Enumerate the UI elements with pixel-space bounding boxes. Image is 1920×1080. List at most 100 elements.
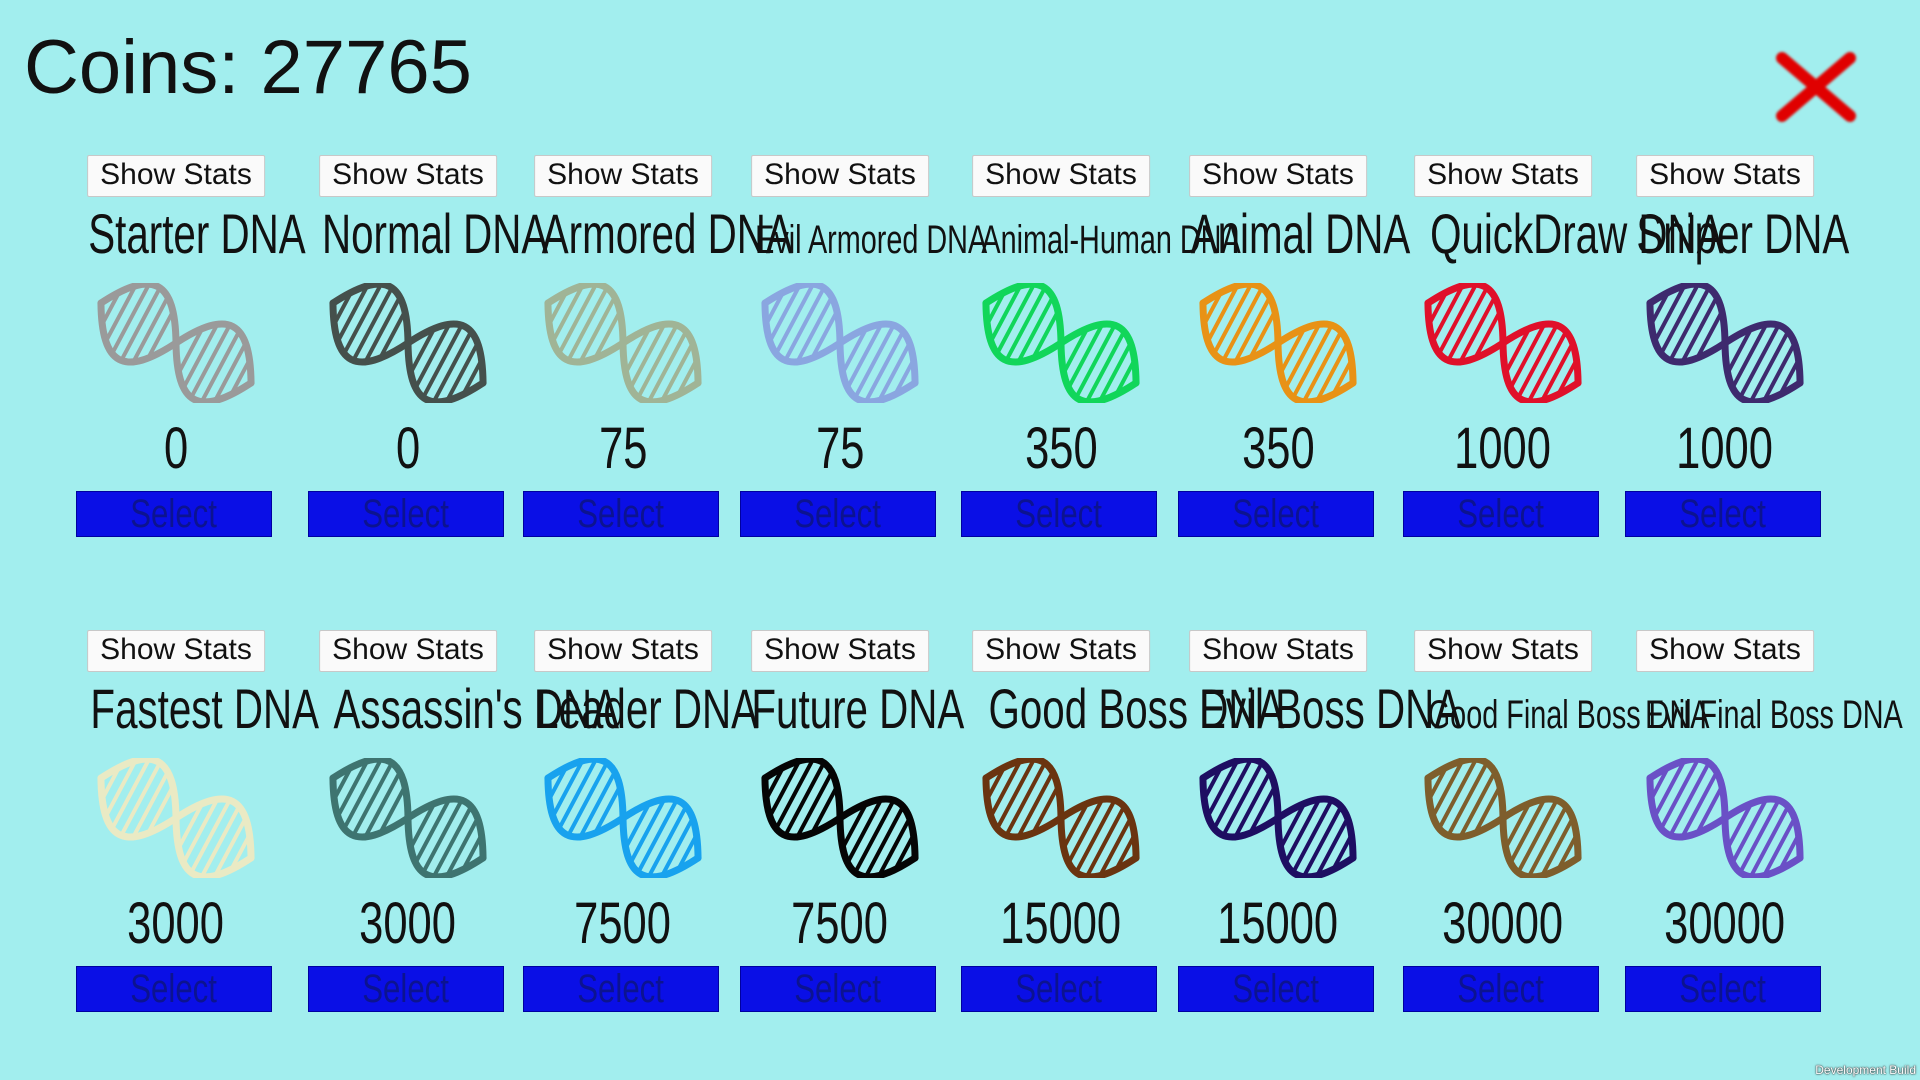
dna-price: 350 — [1178, 417, 1378, 481]
dna-price-value: 7500 — [791, 891, 889, 956]
dna-name-text: Animal DNA — [1190, 202, 1411, 265]
dna-price-value: 30000 — [1664, 891, 1786, 956]
dna-name: Animal-Human DNA — [931, 199, 1240, 269]
select-button[interactable]: Select — [1178, 966, 1374, 1012]
show-stats-button[interactable]: Show Stats — [1189, 155, 1367, 197]
show-stats-button[interactable]: Show Stats — [87, 630, 265, 672]
dna-helix-icon — [1199, 758, 1357, 878]
dna-name-text: Assassin's DNA — [333, 677, 620, 740]
close-button[interactable] — [1776, 50, 1856, 124]
select-button[interactable]: Select — [740, 966, 936, 1012]
close-icon — [1776, 52, 1856, 122]
dna-card: Show Stats Good Boss DNA 15000 Select — [961, 630, 1284, 1030]
dna-name: Leader DNA — [493, 674, 758, 744]
select-button-label: Select — [1232, 492, 1320, 536]
dna-price: 1000 — [1403, 417, 1603, 481]
select-button[interactable]: Select — [1625, 966, 1821, 1012]
dna-name-text: Evil Armored DNA — [755, 218, 988, 262]
show-stats-button[interactable]: Show Stats — [1414, 155, 1592, 197]
show-stats-button[interactable]: Show Stats — [1636, 630, 1814, 672]
select-button[interactable]: Select — [1403, 966, 1599, 1012]
select-button-label: Select — [362, 492, 450, 536]
show-stats-button[interactable]: Show Stats — [1636, 155, 1814, 197]
dna-price-value: 350 — [1024, 416, 1098, 481]
dna-card: Show Stats Evil Boss DNA 15000 Select — [1178, 630, 1461, 1030]
dna-card: Show Stats Good Final Boss DNA 30000 Select — [1403, 630, 1710, 1030]
select-button-label: Select — [794, 967, 882, 1011]
select-button-label: Select — [794, 492, 882, 536]
dna-price: 75 — [523, 417, 723, 481]
show-stats-button[interactable]: Show Stats — [972, 630, 1150, 672]
dna-price-value: 1000 — [1676, 416, 1774, 481]
show-stats-button[interactable]: Show Stats — [1189, 630, 1367, 672]
select-button[interactable]: Select — [76, 491, 272, 537]
dna-name: Animal DNA — [1148, 199, 1411, 269]
dna-helix-icon — [1424, 283, 1582, 403]
select-button-label: Select — [1457, 492, 1545, 536]
dna-name-text: Leader DNA — [536, 677, 759, 740]
dna-price: 0 — [76, 417, 276, 481]
dna-helix-icon — [1646, 283, 1804, 403]
dna-name-text: Good Final Boss DNA — [1427, 693, 1710, 737]
show-stats-button[interactable]: Show Stats — [751, 630, 929, 672]
show-stats-button[interactable]: Show Stats — [1414, 630, 1592, 672]
dna-price: 350 — [961, 417, 1161, 481]
dna-card: Show Stats Future DNA 7500 Select — [740, 630, 964, 1030]
dna-name: Normal DNA — [278, 199, 548, 269]
dna-name: Starter DNA — [46, 199, 306, 269]
dna-helix-icon — [97, 283, 255, 403]
select-button-label: Select — [1015, 967, 1103, 1011]
select-button[interactable]: Select — [76, 966, 272, 1012]
dna-name: Sniper DNA — [1595, 199, 1855, 269]
show-stats-button[interactable]: Show Stats — [87, 155, 265, 197]
dna-helix-icon — [982, 283, 1140, 403]
dna-card: Show Stats Starter DNA 0 Select — [76, 155, 306, 555]
dna-price-value: 75 — [598, 416, 648, 481]
dna-name-text: Starter DNA — [88, 202, 306, 265]
dna-price-value: 7500 — [574, 891, 672, 956]
select-button[interactable]: Select — [740, 491, 936, 537]
show-stats-button[interactable]: Show Stats — [751, 155, 929, 197]
dna-price: 0 — [308, 417, 508, 481]
select-button-label: Select — [130, 967, 218, 1011]
dna-name: Evil Boss DNA — [1148, 674, 1461, 744]
dna-name: QuickDraw DNA — [1373, 199, 1723, 269]
dna-price: 3000 — [76, 892, 276, 956]
select-button[interactable]: Select — [961, 491, 1157, 537]
coins-counter: Coins: 27765 — [24, 25, 472, 110]
select-button[interactable]: Select — [523, 491, 719, 537]
select-button-label: Select — [577, 492, 665, 536]
dna-price-value: 1000 — [1454, 416, 1552, 481]
dna-price: 15000 — [1178, 892, 1378, 956]
dna-helix-icon — [982, 758, 1140, 878]
dna-price-value: 0 — [163, 416, 189, 481]
select-button[interactable]: Select — [308, 966, 504, 1012]
select-button[interactable]: Select — [523, 966, 719, 1012]
dna-price-value: 15000 — [1000, 891, 1122, 956]
dna-helix-icon — [1199, 283, 1357, 403]
dna-price: 3000 — [308, 892, 508, 956]
show-stats-button[interactable]: Show Stats — [972, 155, 1150, 197]
select-button-label: Select — [1679, 492, 1767, 536]
show-stats-button[interactable]: Show Stats — [534, 155, 712, 197]
select-button-label: Select — [362, 967, 450, 1011]
select-button[interactable]: Select — [1403, 491, 1599, 537]
dna-price-value: 350 — [1241, 416, 1315, 481]
show-stats-button[interactable]: Show Stats — [319, 630, 497, 672]
dna-card: Show Stats Evil Final Boss DNA 30000 Select — [1625, 630, 1903, 1030]
select-button[interactable]: Select — [961, 966, 1157, 1012]
dna-card: Show Stats Assassin's DNA 3000 Select — [308, 630, 619, 1030]
select-button[interactable]: Select — [1625, 491, 1821, 537]
select-button[interactable]: Select — [1178, 491, 1374, 537]
dna-price-value: 3000 — [359, 891, 457, 956]
dna-price: 1000 — [1625, 417, 1825, 481]
dna-name: Future DNA — [710, 674, 970, 744]
show-stats-button[interactable]: Show Stats — [319, 155, 497, 197]
dna-helix-icon — [1424, 758, 1582, 878]
select-button-label: Select — [1679, 967, 1767, 1011]
show-stats-button[interactable]: Show Stats — [534, 630, 712, 672]
dna-price-value: 15000 — [1217, 891, 1339, 956]
dna-price: 30000 — [1625, 892, 1825, 956]
select-button[interactable]: Select — [308, 491, 504, 537]
